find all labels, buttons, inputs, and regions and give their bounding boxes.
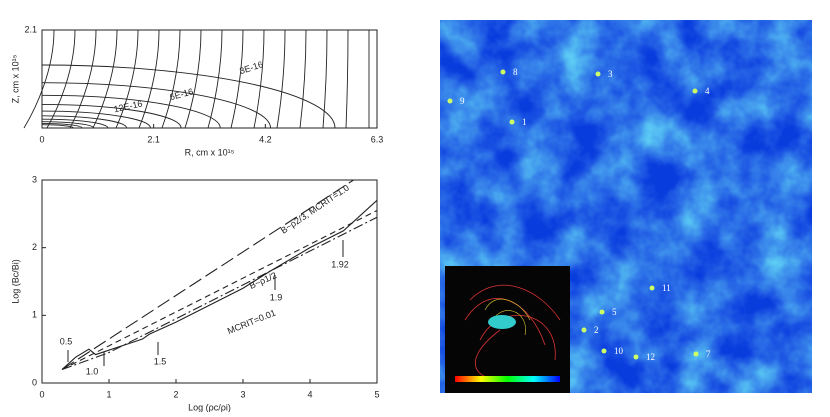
source-label: 5: [612, 307, 617, 317]
source-label: 9: [460, 96, 465, 106]
series-line: [61, 199, 378, 370]
field-line: [230, 29, 244, 129]
y-axis-label: Log (Bc/Bi): [10, 259, 20, 304]
source-dot: [509, 119, 515, 125]
y-tick-label: 1: [32, 310, 37, 320]
source-label: 10: [614, 346, 624, 356]
source-label: 4: [705, 86, 710, 96]
contour: [41, 82, 271, 129]
y-tick-label: 2.1: [24, 24, 37, 34]
x-tick-label: 6.3: [371, 134, 384, 144]
source-dot: [581, 327, 587, 333]
source-dot: [599, 309, 605, 315]
contour-label: 12E-16: [113, 98, 143, 114]
contour: [41, 94, 221, 129]
field-line: [161, 29, 181, 129]
source-dot: [692, 88, 698, 94]
annotation: 0.5: [60, 336, 73, 346]
field-line: [207, 29, 223, 129]
contour: [41, 121, 94, 129]
plot-frame: [41, 29, 378, 129]
contour: [41, 64, 336, 129]
source-label: 11: [662, 283, 671, 293]
field-line: [23, 29, 55, 129]
source-dot: [447, 98, 453, 104]
annotation: B~ρ2/3, MCRIT=1.0: [279, 183, 351, 236]
y-tick-label: 3: [32, 174, 37, 184]
x-tick-label: 2.1: [147, 134, 160, 144]
annotation: MCRIT=0.01: [226, 308, 277, 336]
annotation: 1.5: [154, 356, 167, 366]
source-dot: [649, 285, 655, 291]
x-tick-label: 0: [39, 134, 44, 144]
contour: [41, 104, 182, 129]
inset: [445, 266, 570, 393]
field-line: [46, 29, 76, 129]
x-axis-label: R, cm x 10¹⁵: [185, 147, 235, 157]
annotation: 1.0: [86, 366, 99, 376]
contour-label: 6E-16: [169, 86, 195, 102]
source-label: 1: [522, 117, 527, 127]
x-axis-label: Log (ρc/ρi): [188, 402, 231, 412]
source-label: 7: [706, 349, 711, 359]
source-label: 12: [646, 352, 655, 362]
y-axis-label: Z, cm x 10¹⁵: [10, 54, 20, 103]
field-line: [345, 29, 349, 129]
field-line: [115, 29, 139, 129]
field-line: [299, 29, 307, 129]
x-tick-label: 0: [39, 389, 44, 399]
field-line: [322, 29, 328, 129]
field-line: [184, 29, 202, 129]
source-dot: [693, 351, 699, 357]
contour: [41, 110, 151, 129]
x-tick-label: 2: [173, 389, 178, 399]
source-dot: [601, 348, 607, 354]
simulation-image: [440, 20, 812, 393]
series-line: [61, 209, 378, 370]
x-tick-label: 3: [240, 389, 245, 399]
source-dot: [500, 69, 506, 75]
series-line: [61, 179, 354, 370]
x-tick-label: 4.2: [259, 134, 272, 144]
contour: [41, 118, 109, 129]
contour: [41, 124, 74, 129]
field-line: [253, 29, 265, 129]
source-label: 8: [513, 67, 518, 77]
source-dot: [633, 354, 639, 360]
y-tick-label: 2: [32, 242, 37, 252]
annotation: 1.9: [270, 292, 283, 302]
source-dot: [595, 71, 601, 77]
contour: [41, 115, 128, 129]
field-line: [138, 29, 160, 129]
field-line: [276, 29, 286, 129]
x-tick-label: 1: [106, 389, 111, 399]
source-label: 2: [594, 325, 599, 335]
series-line: [61, 216, 378, 370]
field-line: [92, 29, 118, 129]
source-label: 3: [608, 69, 613, 79]
x-tick-label: 4: [307, 389, 312, 399]
x-tick-label: 5: [374, 389, 379, 399]
field-line: [69, 29, 97, 129]
y-tick-label: 0: [32, 377, 37, 387]
annotation: 1.92: [331, 259, 349, 269]
plot-frame: [41, 179, 378, 384]
